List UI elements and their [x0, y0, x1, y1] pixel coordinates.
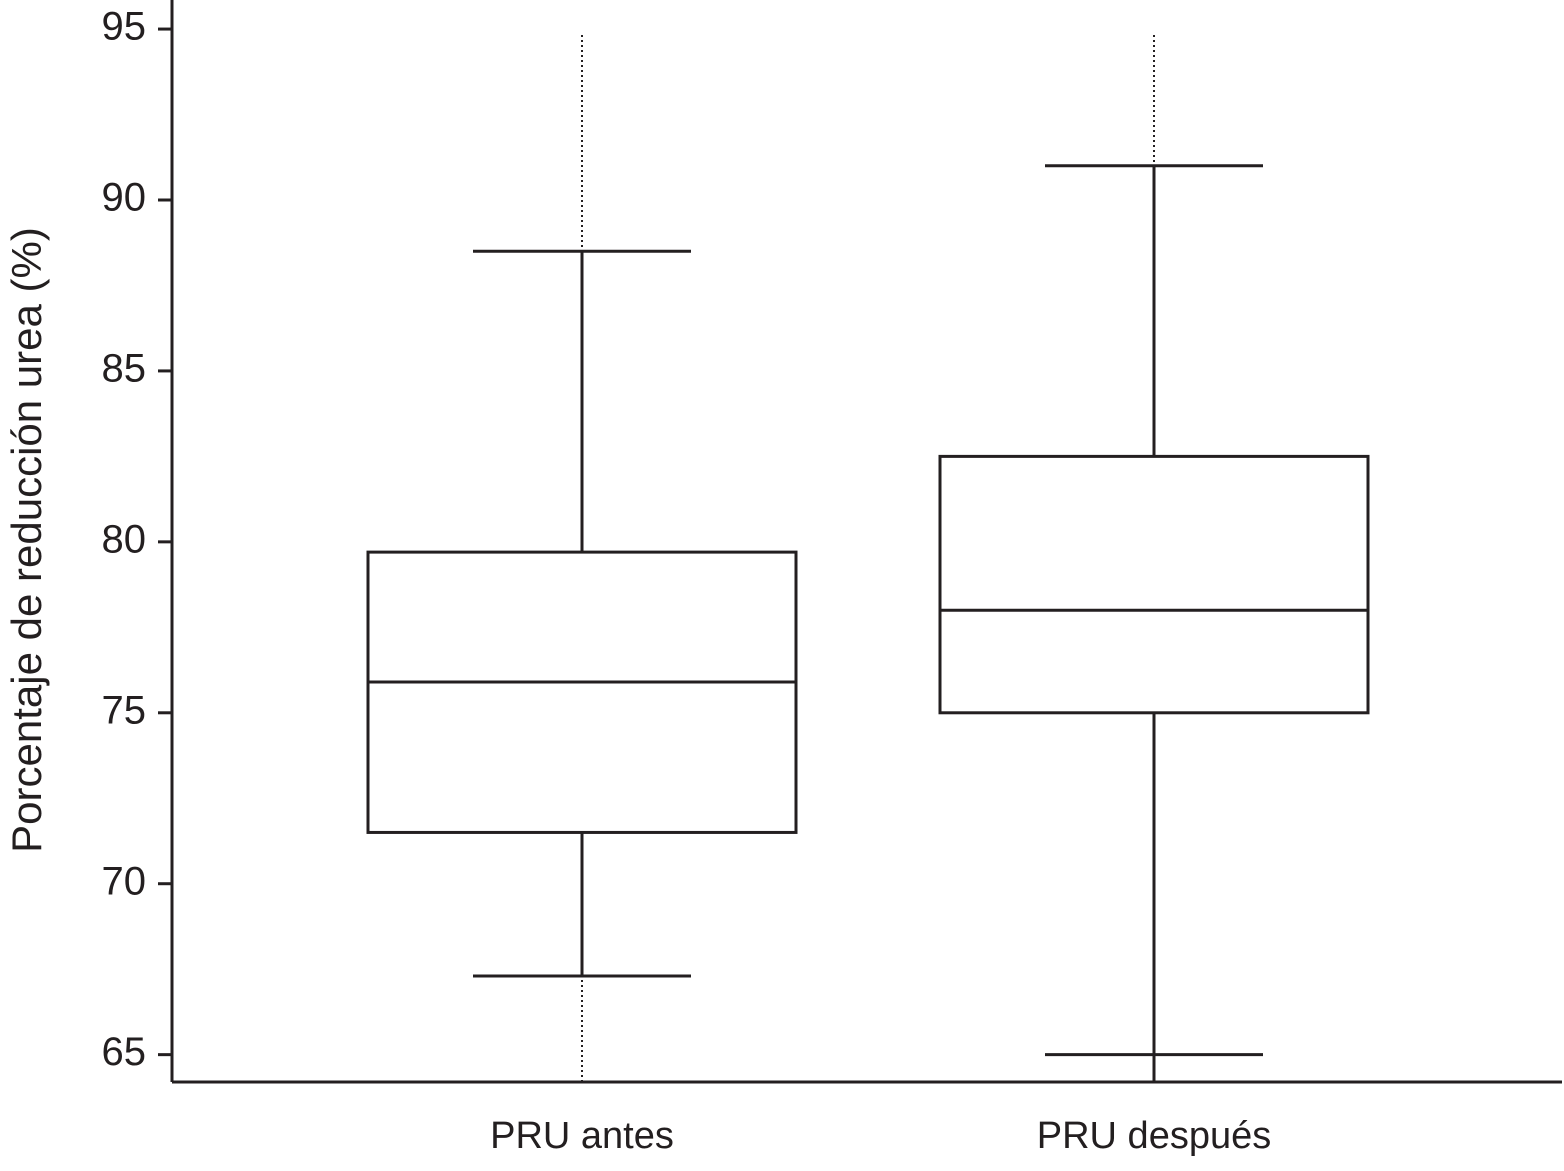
x-tick-label: PRU después: [1037, 1115, 1271, 1157]
y-tick-label: 95: [102, 5, 147, 49]
x-tick-label: PRU antes: [490, 1115, 674, 1157]
y-tick-label: 75: [102, 688, 147, 732]
y-tick-label: 90: [102, 176, 147, 220]
box: [366, 550, 798, 834]
y-tick-label: 65: [102, 1030, 147, 1074]
y-tick-label: 70: [102, 859, 147, 903]
y-tick-label: 85: [102, 346, 147, 390]
box: [938, 454, 1370, 715]
y-tick-label: 80: [102, 517, 147, 561]
y-axis-label: Porcentaje de reducción urea (%): [3, 227, 50, 853]
